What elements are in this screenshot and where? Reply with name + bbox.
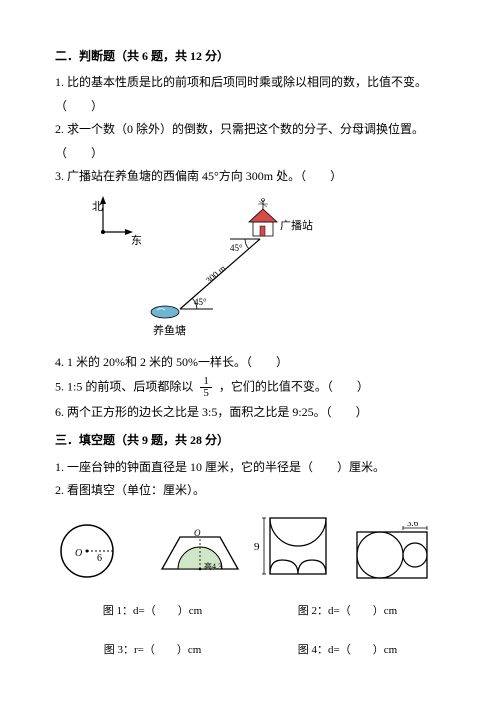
frac-num: 1 bbox=[200, 376, 212, 388]
angle2-label: 45° bbox=[194, 297, 207, 307]
house-icon bbox=[249, 199, 277, 237]
label-north: 北 bbox=[92, 200, 103, 213]
label-station: 广播站 bbox=[280, 218, 313, 232]
fig1-r: 6 bbox=[97, 553, 102, 564]
lab4: 图 4：d=（ ）cm bbox=[250, 641, 445, 660]
q2-3-text: 3. 广播站在养鱼塘的西偏南 45°方向 300m 处。（ ） bbox=[55, 169, 342, 183]
q2-6: 6. 两个正方形的边长之比是 3:5，面积之比是 9:25。（ ） bbox=[55, 402, 445, 422]
fig1-o: O bbox=[75, 548, 82, 559]
fig3: 9 bbox=[252, 512, 347, 584]
q2-1-text: 1. 比的基本性质是比的前项和后项同时乘或除以相同的数，比值不变。 bbox=[55, 75, 427, 89]
section3-title: 三．填空题（共 9 题，共 28 分） bbox=[55, 430, 445, 450]
q2-5: 5. 1:5 的前项、后项都除以 1 5 ，它们的比值不变。（ ） bbox=[55, 376, 445, 399]
q2-4: 4. 1 米的 20%和 2 米的 50%一样长。（ ） bbox=[55, 352, 445, 372]
q2-5b: ，它们的比值不变。（ ） bbox=[219, 379, 369, 393]
fig4-side: 3.6 bbox=[407, 522, 419, 528]
fig2-h: 高4.3 bbox=[204, 561, 222, 571]
lab1: 图 1：d=（ ）cm bbox=[55, 602, 250, 621]
q2-2-paren: （ ） bbox=[55, 143, 445, 163]
q2-3: 3. 广播站在养鱼塘的西偏南 45°方向 300m 处。（ ） bbox=[55, 166, 445, 186]
label-pond: 养鱼塘 bbox=[153, 323, 186, 337]
direction-diagram: 北 东 45° 45° 300 m 广播站 养鱼塘 bbox=[85, 194, 445, 344]
angle-arc-top bbox=[245, 239, 249, 249]
fig4: 3.6 bbox=[351, 522, 446, 584]
lab2: 图 2：d=（ ）cm bbox=[250, 602, 445, 621]
q2-5a: 5. 1:5 的前项、后项都除以 bbox=[55, 379, 196, 393]
fig2: O 高4.3 bbox=[154, 529, 249, 584]
figures-row: O 6 O 高4.3 9 bbox=[55, 512, 445, 584]
lab3: 图 3：r=（ ）cm bbox=[55, 641, 250, 660]
q2-2: 2. 求一个数（0 除外）的倒数，只需把这个数的分子、分母调换位置。 bbox=[55, 119, 445, 139]
labels-row-1: 图 1：d=（ ）cm 图 2：d=（ ）cm bbox=[55, 602, 445, 621]
q2-1: 1. 比的基本性质是比的前项和后项同时乘或除以相同的数，比值不变。 bbox=[55, 72, 445, 92]
frac-den: 5 bbox=[200, 388, 212, 399]
label-east: 东 bbox=[131, 234, 142, 247]
dist-label: 300 m bbox=[204, 263, 228, 285]
q2-1-paren: （ ） bbox=[55, 96, 445, 116]
fig1: O 6 bbox=[55, 519, 150, 584]
compass-icon bbox=[100, 196, 133, 235]
angle1-label: 45° bbox=[230, 243, 243, 253]
pond-icon bbox=[151, 306, 179, 318]
q3-2: 2. 看图填空（单位：厘米）。 bbox=[55, 480, 445, 500]
fig3-side: 9 bbox=[254, 541, 260, 553]
fig2-o: O bbox=[194, 529, 201, 538]
q2-2-text: 2. 求一个数（0 除外）的倒数，只需把这个数的分子、分母调换位置。 bbox=[55, 122, 424, 136]
labels-row-2: 图 3：r=（ ）cm 图 4：d=（ ）cm bbox=[55, 641, 445, 660]
fraction-1-5: 1 5 bbox=[200, 376, 212, 399]
section2-title: 二．判断题（共 6 题，共 12 分） bbox=[55, 46, 445, 66]
q3-1: 1. 一座台钟的钟面直径是 10 厘米，它的半径是（ ）厘米。 bbox=[55, 457, 445, 477]
